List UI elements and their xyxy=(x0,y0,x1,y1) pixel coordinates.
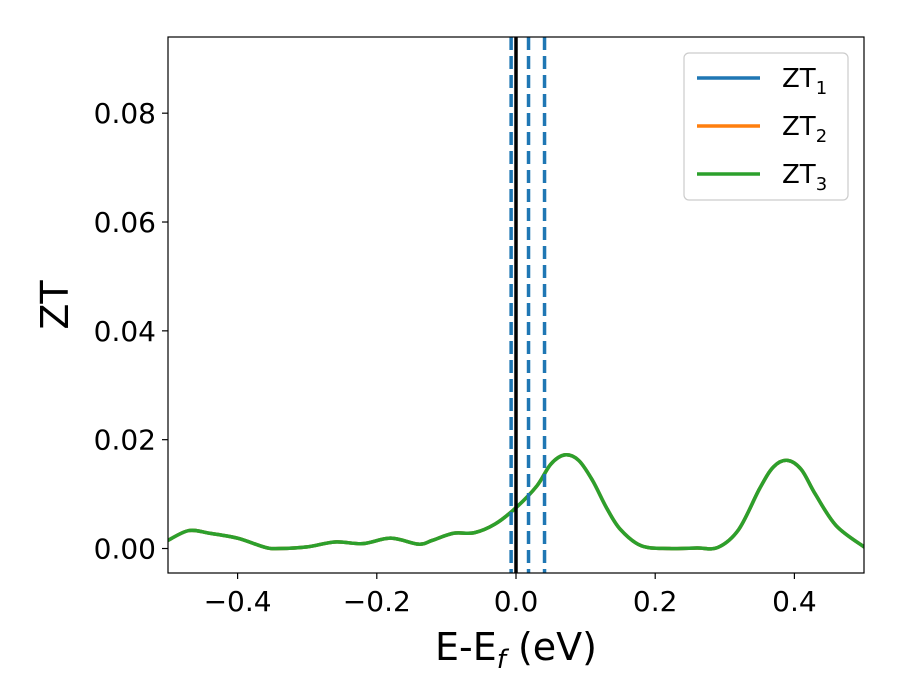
y-tick-label: 0.08 xyxy=(94,97,156,130)
x-tick-label: −0.4 xyxy=(204,585,272,618)
legend: ZT1 ZT2 ZT3 xyxy=(683,52,849,201)
x-tick-label: 0.0 xyxy=(494,585,539,618)
x-tick-label: 0.2 xyxy=(633,585,678,618)
legend-box xyxy=(683,52,849,201)
y-tick-label: 0.06 xyxy=(94,206,156,239)
legend-label-2: ZT2 xyxy=(782,112,827,147)
x-axis-ticks: −0.4 −0.2 0.0 0.2 0.4 xyxy=(204,573,817,618)
y-axis-label: ZT xyxy=(33,280,77,330)
vertical-reference-lines xyxy=(509,37,547,573)
x-tick-label: 0.4 xyxy=(772,585,817,618)
plot-lines xyxy=(168,453,864,551)
series-line-zt3 xyxy=(168,453,864,551)
legend-label-3: ZT3 xyxy=(782,160,827,195)
legend-label-1: ZT1 xyxy=(782,64,827,99)
x-tick-label: −0.2 xyxy=(343,585,411,618)
x-axis-label: E-Ef (eV) xyxy=(435,625,597,675)
y-tick-label: 0.00 xyxy=(94,533,156,566)
y-tick-label: 0.02 xyxy=(94,424,156,457)
y-tick-label: 0.04 xyxy=(94,315,156,348)
y-axis-ticks: 0.00 0.02 0.04 0.06 0.08 xyxy=(94,97,168,566)
